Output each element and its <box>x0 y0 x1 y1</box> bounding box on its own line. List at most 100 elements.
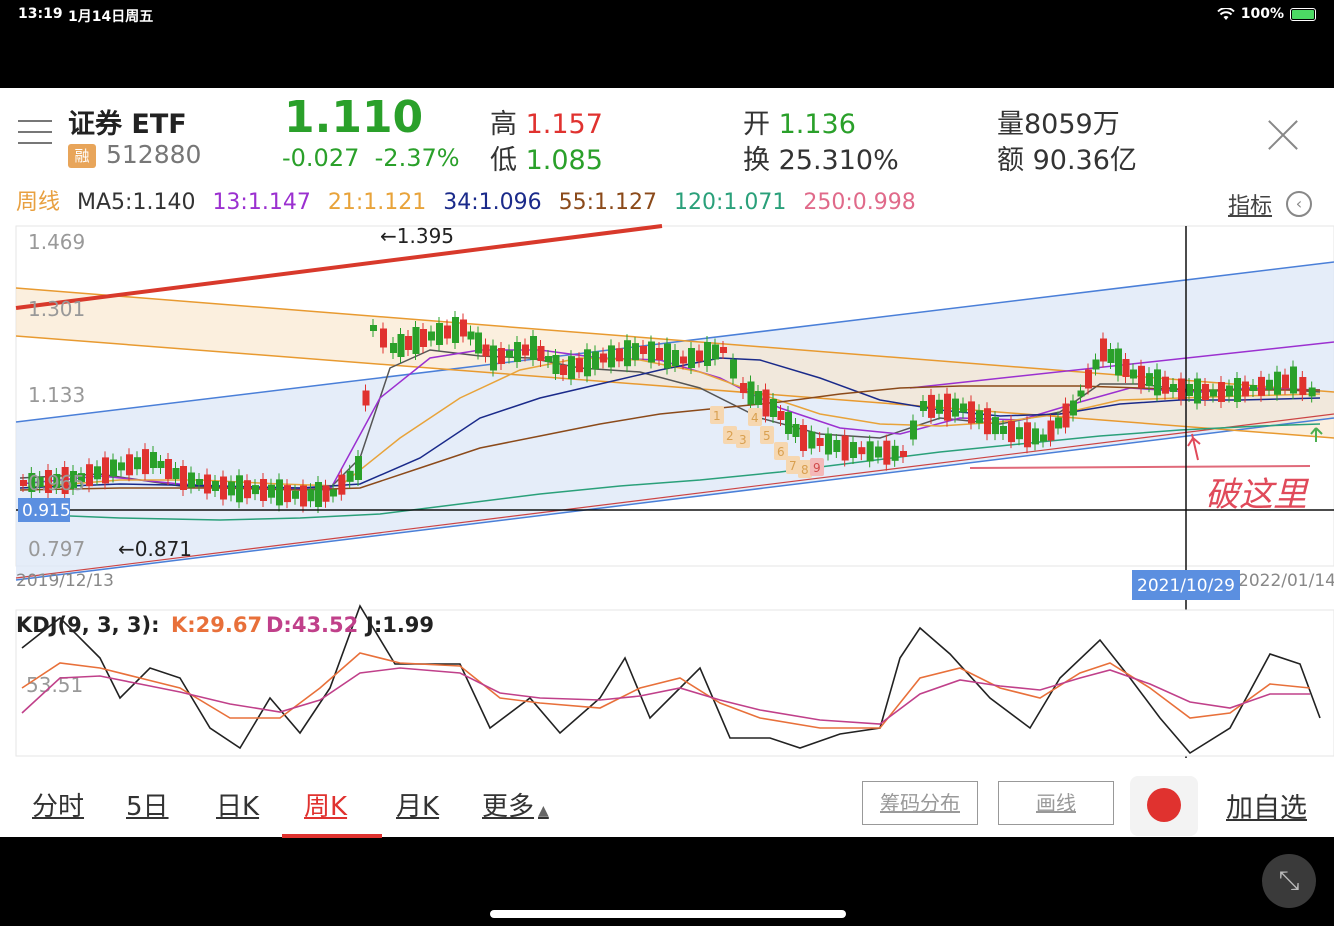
ma-line <box>19 423 1321 521</box>
candle-body <box>800 425 807 451</box>
stat-volume: 量8059万 <box>997 109 1120 140</box>
candle-body <box>900 451 907 457</box>
channel-lower-line <box>15 417 1334 581</box>
candle-body <box>1258 376 1265 396</box>
candle-body <box>330 489 337 497</box>
collapse-icon[interactable]: ⤡ <box>1262 854 1316 908</box>
candle-body <box>1308 387 1316 397</box>
candle-body <box>482 344 490 357</box>
candle-body <box>20 480 27 486</box>
price-change: -0.027 -2.37% <box>282 144 460 172</box>
candle-body <box>1055 417 1062 429</box>
min-annotation: ←0.871 <box>118 537 192 561</box>
candle-body <box>891 445 899 461</box>
crosshair-date: 2021/10/29 <box>1137 576 1235 596</box>
ma55-value: 55:1.127 <box>558 190 657 215</box>
candle-body <box>576 358 583 373</box>
chips-button[interactable]: 筹码分布 <box>862 781 978 825</box>
draw-button[interactable]: 画线 <box>998 781 1114 825</box>
candle-body <box>370 325 377 331</box>
candle-body <box>300 485 307 507</box>
candle-body <box>1162 376 1169 394</box>
candle-body <box>984 408 991 435</box>
tab-5day[interactable]: 5日 <box>126 792 169 822</box>
candle-body <box>53 474 61 488</box>
candle-body <box>61 467 69 494</box>
candle-body <box>910 420 917 440</box>
candle-body <box>1226 385 1233 397</box>
candle-body <box>110 459 117 477</box>
candle-body <box>460 319 467 337</box>
candle-body <box>498 348 505 364</box>
tab-more[interactable]: 更多 ▲ <box>482 792 549 822</box>
candle-body <box>1138 365 1145 388</box>
channel-upper-line <box>15 261 1334 423</box>
candle-body <box>1062 403 1070 428</box>
candle-body <box>552 355 560 374</box>
candle-body <box>436 323 443 345</box>
candle-body <box>1047 420 1055 441</box>
blue-channel <box>16 262 1334 580</box>
tab-intraday[interactable]: 分时 <box>32 792 85 822</box>
x-start-label: 2019/12/13 <box>16 571 114 591</box>
nine-count-box <box>810 458 824 476</box>
candle-body <box>1085 369 1092 389</box>
handwritten-note: 破这里 <box>1205 475 1310 515</box>
ma250-value: 250:0.998 <box>803 190 916 215</box>
nine-count-box <box>786 456 800 474</box>
support-red-line <box>15 413 1334 579</box>
battery-icon <box>1290 7 1316 21</box>
status-right: 100% <box>1217 6 1316 22</box>
candle-body <box>1250 385 1257 391</box>
candle-body <box>883 440 891 465</box>
tab-weekly[interactable]: 周K <box>304 792 348 822</box>
nine-count-label: 6 <box>777 445 785 459</box>
candle-body <box>792 424 800 437</box>
nine-count-box <box>710 406 724 424</box>
candle-body <box>220 476 227 500</box>
candle-body <box>1000 426 1007 434</box>
candle-body <box>680 356 687 364</box>
back-circle-icon[interactable]: ‹ <box>1286 191 1312 217</box>
ma13-value: 13:1.147 <box>212 190 311 215</box>
tab-monthly[interactable]: 月K <box>396 792 440 822</box>
candle-body <box>134 457 141 470</box>
candle-body <box>1146 373 1153 387</box>
candle-body <box>506 350 513 358</box>
candle-body <box>514 342 521 362</box>
candle-body <box>608 345 615 368</box>
candle-body <box>142 449 149 475</box>
candle-body <box>1299 377 1307 395</box>
candle-body <box>640 346 647 354</box>
candle-body <box>696 350 703 362</box>
indicator-button[interactable]: 指标 <box>1228 194 1273 219</box>
candle-body <box>762 389 770 417</box>
candle-body <box>420 329 427 347</box>
menu-icon[interactable] <box>18 120 52 150</box>
candle-body <box>322 485 330 502</box>
candle-body <box>390 343 397 353</box>
candle-body <box>1130 369 1137 379</box>
candle-body <box>850 442 857 458</box>
kline-chart[interactable]: 1.469 1.301 1.133 0.965 0.797 ←1.395 ←0.… <box>0 88 1334 768</box>
candle-body <box>475 332 482 354</box>
ma21-value: 21:1.121 <box>327 190 427 215</box>
candle-body <box>600 353 607 363</box>
candle-body <box>188 472 195 488</box>
add-favorite-button[interactable]: 加自选 <box>1226 793 1307 824</box>
kdj-label: KDJ(9, 3, 3): <box>16 613 160 637</box>
tab-daily[interactable]: 日K <box>216 792 260 822</box>
candle-body <box>172 468 180 479</box>
candle-body <box>976 410 983 424</box>
record-button[interactable] <box>1130 776 1198 836</box>
candle-body <box>276 479 283 506</box>
candle-body <box>968 401 975 424</box>
max-annotation: ←1.395 <box>380 224 454 248</box>
crosshair-price-box <box>18 498 70 522</box>
ma-legend: 周线 MA5:1.140 13:1.147 21:1.121 34:1.096 … <box>16 184 926 216</box>
candle-body <box>712 344 719 360</box>
candle-body <box>537 346 545 361</box>
candle-body <box>1178 378 1185 400</box>
candle-body <box>1077 390 1085 397</box>
